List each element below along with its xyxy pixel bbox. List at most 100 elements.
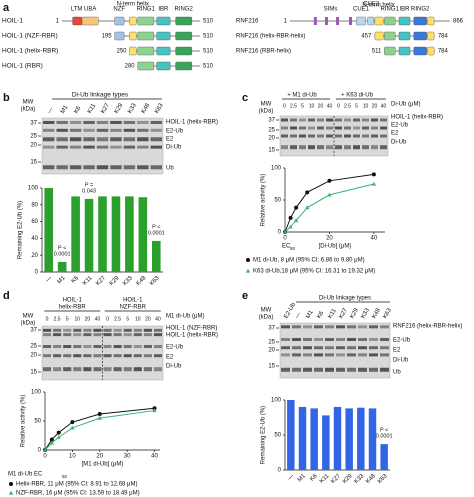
gel-band [43, 165, 55, 170]
domain [137, 31, 155, 41]
residue-start: 511 [372, 49, 382, 55]
domain [72, 16, 83, 26]
mw-value: 37 [30, 121, 37, 127]
gel-band [63, 328, 72, 332]
mw-value: 37 [268, 118, 275, 124]
group-label: + K63 di-Ub [341, 93, 374, 99]
point [49, 437, 54, 442]
annotation: 0.0001 [54, 251, 71, 257]
gel-band [347, 346, 356, 350]
gel-band [123, 137, 136, 142]
x-tick-label: — [287, 473, 295, 481]
legend-entry: K63 di-Ub,18 μM (95% CI: 16.31 to 19.32 … [253, 269, 375, 275]
lane-label: — [47, 107, 55, 115]
mw-value: 20 [268, 348, 275, 354]
point [371, 181, 377, 186]
mw-value: 15 [268, 364, 275, 370]
domain [129, 46, 137, 56]
x-tick-label: K29 [109, 275, 121, 287]
gel-band [308, 126, 315, 130]
gel-band [143, 367, 152, 372]
residue-start: 1 [284, 19, 288, 25]
point [70, 420, 75, 425]
x-tick-label: K63 [149, 275, 161, 287]
gel-band [113, 354, 122, 358]
point [293, 218, 299, 223]
gel-band [137, 145, 149, 149]
residue-end: 866 [453, 19, 464, 25]
gel-band [103, 328, 112, 332]
band-label: E2 [166, 355, 174, 361]
bar [322, 415, 330, 470]
gel-band [314, 367, 323, 372]
x-tick-label: 0 [43, 454, 47, 460]
gel-band [281, 325, 290, 329]
band-label: Di-Ub [166, 145, 182, 151]
mw-value: 15 [30, 160, 37, 166]
x-tick-label: 30 [124, 454, 131, 460]
gel-band [299, 126, 306, 130]
domain [374, 31, 384, 41]
residue-end: 510 [203, 64, 214, 70]
gel-band [325, 367, 334, 372]
band-label: Ub [166, 166, 174, 172]
domain-label: CUE2 [363, 2, 380, 8]
conc-value: 5 [126, 316, 129, 322]
gel-band [303, 353, 312, 357]
gel-band [110, 120, 122, 124]
mw-value: 25 [30, 344, 37, 350]
gel-band [83, 137, 95, 142]
band-label: HOIL-1 (helix-RBR) [391, 115, 443, 121]
group-label: NZF-RBR [120, 305, 147, 311]
gel-band [380, 118, 387, 122]
annotation: P < [58, 245, 66, 251]
point [97, 412, 102, 417]
residue-start: 457 [361, 34, 372, 40]
annotation: 0.0001 [376, 434, 393, 440]
bar [310, 408, 318, 470]
lane-label: M1 [305, 309, 315, 320]
y-axis-label: Remaining E2-Ub (%) [261, 406, 267, 464]
x-tick-label: K6 [309, 473, 319, 483]
fit-line [284, 173, 374, 233]
gel-band [110, 165, 122, 170]
mw-value: 15 [30, 370, 37, 376]
domain [175, 31, 193, 41]
band-label: Di-Ub [393, 358, 409, 364]
domain [137, 61, 155, 71]
point [56, 430, 61, 435]
domain [156, 16, 171, 26]
residue-end: 510 [203, 49, 214, 55]
domain [175, 61, 193, 71]
gel-band [73, 328, 82, 332]
domain-label: SIMs [324, 7, 338, 13]
gel-band [358, 346, 367, 350]
construct-label: HOIL-1 [2, 18, 23, 25]
bar [368, 408, 377, 470]
gel-band [137, 137, 149, 142]
band-label: HOIL-1 (helix-RBR) [166, 120, 218, 126]
legend-title: 50 [62, 474, 68, 479]
conc-value: 40 [381, 103, 387, 109]
gel-band [353, 118, 360, 122]
gel-band [281, 126, 288, 130]
band-label: E2-Ub [391, 123, 409, 129]
gel-band [299, 118, 306, 122]
gel-band [380, 346, 389, 350]
gel-band [113, 333, 122, 337]
gel-band [69, 137, 82, 142]
y-tick-label: 40 [31, 236, 38, 242]
x-tick-label: 0 [283, 236, 287, 242]
lane-label: K63 [154, 102, 165, 115]
x-tick-label: K48 [365, 473, 377, 485]
gel-band [362, 145, 369, 150]
gel-band [150, 165, 162, 170]
gel-band [96, 128, 109, 132]
gel-band [93, 367, 102, 372]
band-label: E2-Ub [166, 129, 184, 135]
gel-band [96, 137, 109, 142]
gel-band [53, 367, 62, 372]
gel-band [371, 134, 378, 138]
legend-entry: NZF-RBR, 16 μM (95% CI: 13.59 to 18.49 μ… [16, 491, 140, 497]
gel-band [69, 128, 82, 132]
